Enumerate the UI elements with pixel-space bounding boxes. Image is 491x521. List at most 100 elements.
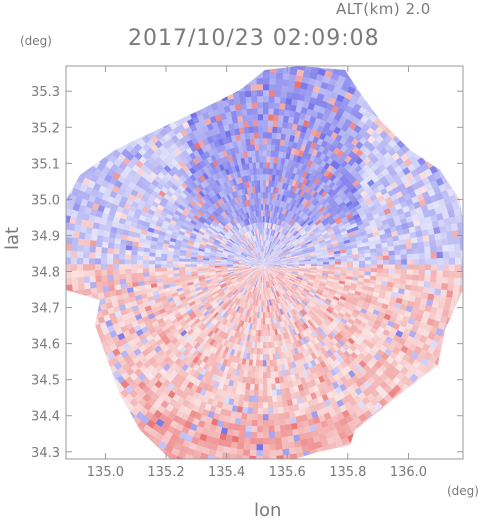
radar-cell bbox=[225, 215, 232, 222]
radar-cell bbox=[202, 221, 210, 228]
radar-cell bbox=[207, 286, 215, 291]
radar-cell bbox=[262, 258, 267, 265]
radar-cell bbox=[320, 228, 328, 234]
radar-cell bbox=[328, 271, 336, 275]
radar-cell bbox=[306, 159, 314, 168]
radar-cell bbox=[226, 268, 234, 271]
radar-cell bbox=[287, 362, 293, 370]
radar-cell bbox=[217, 369, 224, 378]
radar-cell bbox=[176, 218, 184, 225]
radar-cell bbox=[295, 298, 301, 305]
radar-cell bbox=[225, 223, 231, 230]
radar-cell bbox=[214, 335, 221, 343]
radar-cell bbox=[222, 226, 229, 233]
radar-cell bbox=[226, 283, 234, 289]
radar-cell bbox=[112, 264, 120, 270]
radar-cell bbox=[338, 298, 346, 305]
radar-cell bbox=[214, 255, 222, 259]
radar-cell bbox=[202, 341, 210, 350]
radar-cell bbox=[280, 269, 287, 272]
radar-cell bbox=[203, 150, 211, 159]
radar-cell bbox=[267, 137, 273, 145]
radar-cell bbox=[379, 289, 387, 296]
radar-cell bbox=[269, 359, 274, 367]
radar-cell bbox=[244, 262, 252, 264]
radar-cell bbox=[273, 156, 279, 164]
radar-cell bbox=[322, 220, 330, 227]
radar-cell bbox=[280, 294, 286, 302]
radar-cell bbox=[275, 168, 280, 176]
radar-cell bbox=[246, 284, 251, 291]
radar-cell bbox=[271, 279, 276, 287]
radar-cell bbox=[229, 316, 235, 324]
radar-cell bbox=[238, 279, 245, 284]
radar-cell bbox=[268, 260, 276, 263]
radar-cell bbox=[205, 357, 213, 366]
radar-cell bbox=[218, 170, 225, 179]
radar-cell bbox=[241, 272, 248, 277]
radar-cell bbox=[179, 309, 187, 316]
radar-cell bbox=[229, 179, 235, 187]
radar-cell bbox=[386, 286, 394, 293]
radar-cell bbox=[252, 329, 257, 337]
radar-cell bbox=[182, 198, 190, 206]
radar-cell bbox=[210, 247, 218, 252]
radar-cell bbox=[250, 204, 254, 212]
radar-cell bbox=[313, 304, 321, 312]
radar-cell bbox=[297, 251, 304, 255]
radar-cell bbox=[271, 216, 275, 224]
radar-cell bbox=[218, 163, 225, 172]
radar-cell bbox=[367, 307, 375, 314]
radar-cell bbox=[283, 313, 288, 321]
radar-cell bbox=[280, 260, 288, 263]
radar-cell bbox=[320, 280, 328, 285]
radar-cell bbox=[230, 278, 238, 283]
radar-cell bbox=[296, 276, 304, 281]
radar-cell bbox=[262, 137, 268, 145]
radar-cell bbox=[294, 327, 300, 336]
radar-cell bbox=[274, 237, 279, 244]
radar-cell bbox=[247, 278, 253, 285]
radar-cell bbox=[275, 218, 280, 225]
radar-cell bbox=[400, 269, 408, 275]
radar-cell bbox=[267, 275, 272, 282]
radar-cell bbox=[306, 242, 314, 247]
radar-cell bbox=[275, 389, 282, 397]
radar-cell bbox=[309, 204, 316, 211]
radar-cell bbox=[268, 107, 275, 115]
radar-cell bbox=[274, 192, 279, 200]
radar-cell bbox=[231, 355, 237, 363]
radar-cell bbox=[275, 284, 281, 291]
radar-cell bbox=[238, 261, 246, 264]
radar-cell bbox=[250, 279, 255, 287]
radar-cell bbox=[248, 243, 253, 250]
radar-cell bbox=[265, 269, 269, 276]
radar-cell bbox=[251, 216, 255, 224]
radar-cell bbox=[272, 298, 277, 306]
radar-cell bbox=[258, 275, 261, 283]
radar-cell bbox=[257, 113, 264, 121]
radar-cell bbox=[233, 232, 239, 239]
radar-cell bbox=[252, 407, 258, 415]
radar-cell bbox=[347, 327, 356, 336]
radar-cell bbox=[281, 245, 288, 251]
radar-cell bbox=[240, 271, 247, 275]
radar-cell bbox=[325, 241, 333, 247]
radar-cell bbox=[100, 247, 108, 254]
radar-cell bbox=[255, 253, 260, 260]
radar-cell bbox=[262, 257, 263, 265]
radar-cell bbox=[298, 285, 306, 291]
radar-cell bbox=[275, 224, 280, 231]
radar-cell bbox=[262, 259, 268, 265]
radar-cell bbox=[118, 253, 126, 260]
radar-cell bbox=[106, 247, 114, 254]
radar-cell bbox=[160, 253, 168, 258]
radar-cell bbox=[254, 335, 258, 343]
radar-cell bbox=[262, 227, 265, 235]
radar-cell bbox=[220, 219, 227, 226]
radar-cell bbox=[232, 265, 240, 268]
radar-cell bbox=[247, 278, 252, 284]
radar-cell bbox=[175, 315, 184, 322]
radar-cell bbox=[218, 323, 225, 331]
radar-cell bbox=[221, 311, 228, 319]
